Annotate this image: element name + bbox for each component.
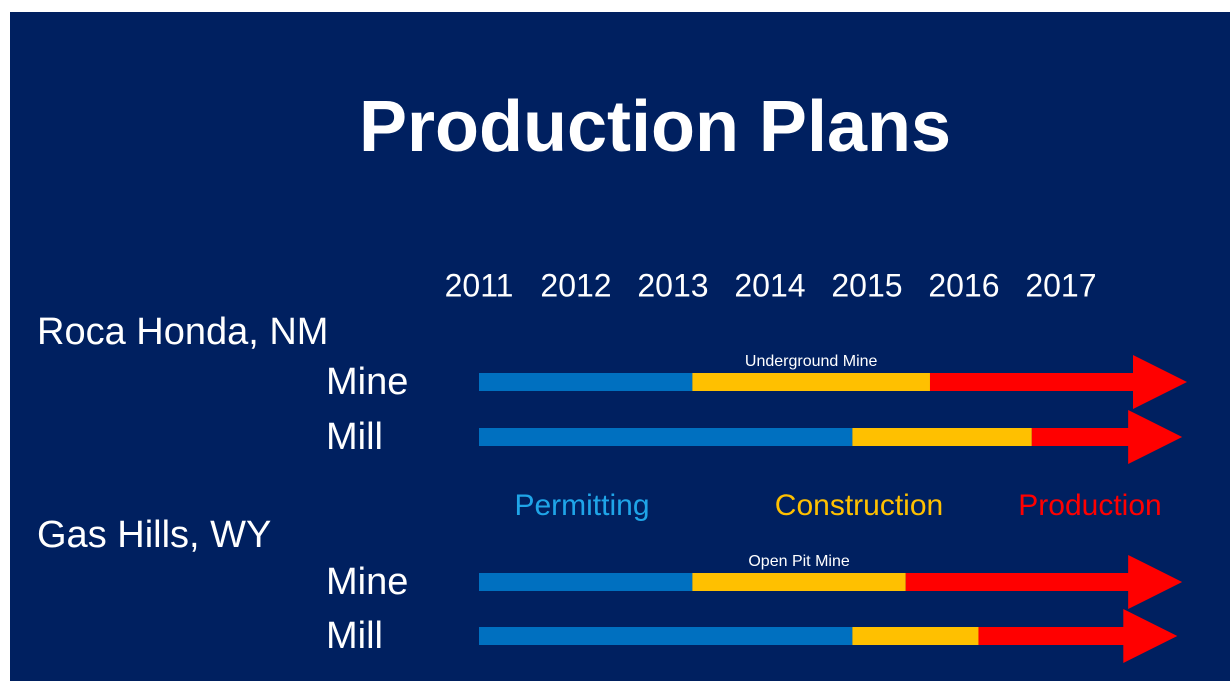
phase-bar bbox=[852, 627, 979, 645]
year-label: 2015 bbox=[831, 267, 902, 303]
row-label: Mine bbox=[326, 561, 408, 603]
row-label: Mill bbox=[326, 416, 383, 458]
phase-arrow bbox=[1031, 410, 1183, 464]
slide-title: Production Plans bbox=[359, 87, 951, 167]
phase-bar bbox=[692, 573, 906, 591]
phase-legend: Permitting bbox=[514, 489, 649, 522]
phase-legend: Construction bbox=[775, 489, 943, 522]
phase-bar bbox=[852, 428, 1032, 446]
year-label: 2011 bbox=[445, 267, 514, 303]
phase-arrow bbox=[929, 355, 1187, 409]
row-label: Mill bbox=[326, 615, 383, 657]
bar-annotation: Underground Mine bbox=[745, 353, 878, 370]
year-label: 2017 bbox=[1025, 267, 1096, 303]
site-label: Gas Hills, WY bbox=[37, 514, 271, 556]
bar-annotation: Open Pit Mine bbox=[748, 553, 849, 570]
phase-bar bbox=[479, 573, 693, 591]
phase-bar bbox=[692, 373, 930, 391]
row-label: Mine bbox=[326, 361, 408, 403]
phase-arrow bbox=[978, 609, 1178, 663]
year-label: 2016 bbox=[928, 267, 999, 303]
year-label: 2014 bbox=[734, 267, 805, 303]
year-label: 2013 bbox=[637, 267, 708, 303]
phase-bar bbox=[479, 627, 853, 645]
site-label: Roca Honda, NM bbox=[37, 311, 328, 353]
phase-legend: Production bbox=[1018, 489, 1161, 522]
phase-arrow bbox=[905, 555, 1183, 609]
year-label: 2012 bbox=[540, 267, 611, 303]
phase-bar bbox=[479, 373, 693, 391]
slide-background bbox=[10, 12, 1230, 681]
phase-bar bbox=[479, 428, 853, 446]
